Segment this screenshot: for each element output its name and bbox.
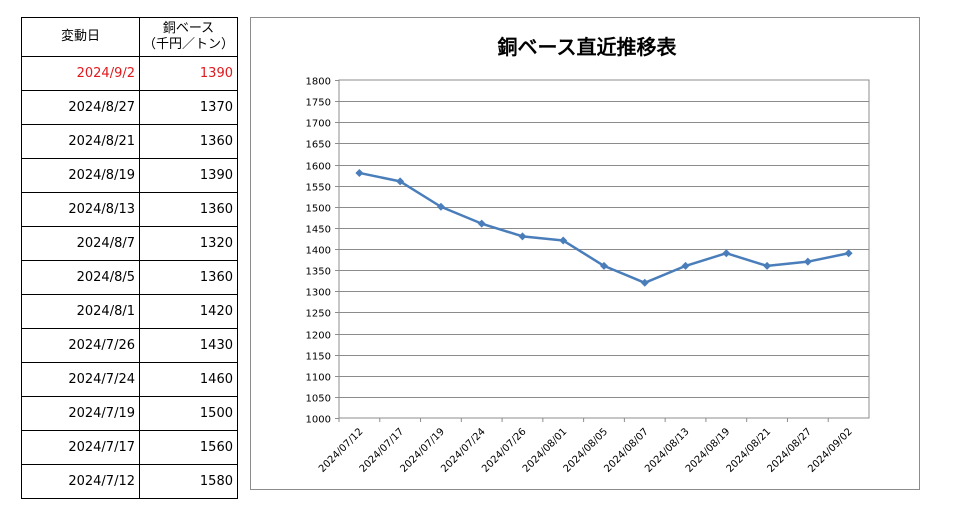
data-point <box>600 261 608 270</box>
y-tick-label: 1250 <box>306 309 331 320</box>
y-tick-label: 1300 <box>306 288 331 299</box>
row-value: 1560 <box>139 430 238 465</box>
row-date: 2024/7/17 <box>21 430 140 465</box>
y-tick-label: 1050 <box>306 394 331 405</box>
y-tick-label: 1350 <box>306 267 331 278</box>
table-row: 2024/7/26 1430 <box>21 328 238 363</box>
header-value-line2: （千円／トン） <box>142 37 234 52</box>
y-tick-label: 1600 <box>306 162 331 173</box>
row-value: 1320 <box>139 226 238 261</box>
row-date: 2024/7/26 <box>21 328 140 363</box>
table-row: 2024/7/24 1460 <box>21 362 238 397</box>
y-tick-label: 1500 <box>306 204 331 215</box>
row-date: 2024/8/1 <box>21 294 140 329</box>
y-tick-label: 1800 <box>306 77 331 88</box>
y-tick-label: 1400 <box>306 246 331 257</box>
row-value: 1460 <box>139 362 238 397</box>
row-date: 2024/8/7 <box>21 226 140 261</box>
row-value: 1500 <box>139 396 238 431</box>
data-point <box>518 232 527 241</box>
y-tick-label: 1700 <box>306 119 331 130</box>
table-row: 2024/7/17 1560 <box>21 430 238 465</box>
y-tick-label: 1100 <box>306 373 331 384</box>
row-date: 2024/9/2 <box>21 56 140 91</box>
table-row: 2024/7/19 1500 <box>21 396 238 431</box>
data-point <box>763 261 772 270</box>
table-row: 2024/9/2 1390 <box>21 56 238 91</box>
plot-area: 1000 1050 1100 1150 1200 1250 1300 1350 1400 1450… <box>306 77 870 475</box>
y-tick-label: 1550 <box>306 183 331 194</box>
header-value: 銅ベース （千円／トン） <box>139 17 238 57</box>
row-value: 1360 <box>139 124 238 159</box>
row-value: 1420 <box>139 294 238 329</box>
row-date: 2024/8/21 <box>21 124 140 159</box>
data-point <box>803 257 812 266</box>
row-date: 2024/8/13 <box>21 192 140 227</box>
y-tick-label: 1200 <box>306 331 331 342</box>
row-date: 2024/8/19 <box>21 158 140 193</box>
row-date: 2024/8/27 <box>21 90 140 125</box>
data-point <box>436 202 445 211</box>
row-date: 2024/7/24 <box>21 362 140 397</box>
table-row: 2024/8/5 1360 <box>21 260 238 295</box>
table-row: 2024/8/7 1320 <box>21 226 238 261</box>
row-value: 1580 <box>139 464 238 499</box>
table-body: 2024/9/2 1390 2024/8/27 1370 2024/8/21 1360 20… <box>21 56 238 499</box>
row-value: 1370 <box>139 90 238 125</box>
header-date: 変動日 <box>21 17 140 57</box>
table-row: 2024/8/1 1420 <box>21 294 238 329</box>
y-tick-label: 1650 <box>306 140 331 151</box>
data-point <box>681 261 690 270</box>
data-point <box>640 278 649 287</box>
row-date: 2024/7/19 <box>21 396 140 431</box>
copper-price-table: 変動日 銅ベース （千円／トン） 2024/9/2 1390 2024/8/27 13… <box>21 17 238 499</box>
row-date: 2024/7/12 <box>21 464 140 499</box>
y-tick-label: 1450 <box>306 225 331 236</box>
chart-svg: 銅ベース直近推移表 1000 1050 1100 1150 1200 1250 1300 13… <box>306 35 870 475</box>
header-value-line1: 銅ベース <box>162 21 215 36</box>
data-point <box>477 219 486 228</box>
table-row: 2024/8/19 1390 <box>21 158 238 193</box>
row-value: 1360 <box>139 260 238 295</box>
y-tick-label: 1750 <box>306 98 331 109</box>
table-row: 2024/7/12 1580 <box>21 464 238 499</box>
copper-chart: 銅ベース直近推移表 1000 1050 1100 1150 1200 1250 1300 13… <box>250 17 920 490</box>
table-row: 2024/8/13 1360 <box>21 192 238 227</box>
data-point <box>396 177 405 186</box>
y-tick-label: 1000 <box>306 415 331 426</box>
row-value: 1390 <box>139 56 238 91</box>
y-tick-label: 1150 <box>306 352 331 363</box>
data-point <box>844 249 853 258</box>
row-date: 2024/8/5 <box>21 260 140 295</box>
table-header-row: 変動日 銅ベース （千円／トン） <box>21 17 238 57</box>
table-row: 2024/8/27 1370 <box>21 90 238 125</box>
data-point <box>559 236 568 245</box>
row-value: 1430 <box>139 328 238 363</box>
row-value: 1390 <box>139 158 238 193</box>
data-point <box>355 168 364 177</box>
chart-title: 銅ベース直近推移表 <box>498 35 678 59</box>
data-point <box>722 249 731 258</box>
table-row: 2024/8/21 1360 <box>21 124 238 159</box>
row-value: 1360 <box>139 192 238 227</box>
